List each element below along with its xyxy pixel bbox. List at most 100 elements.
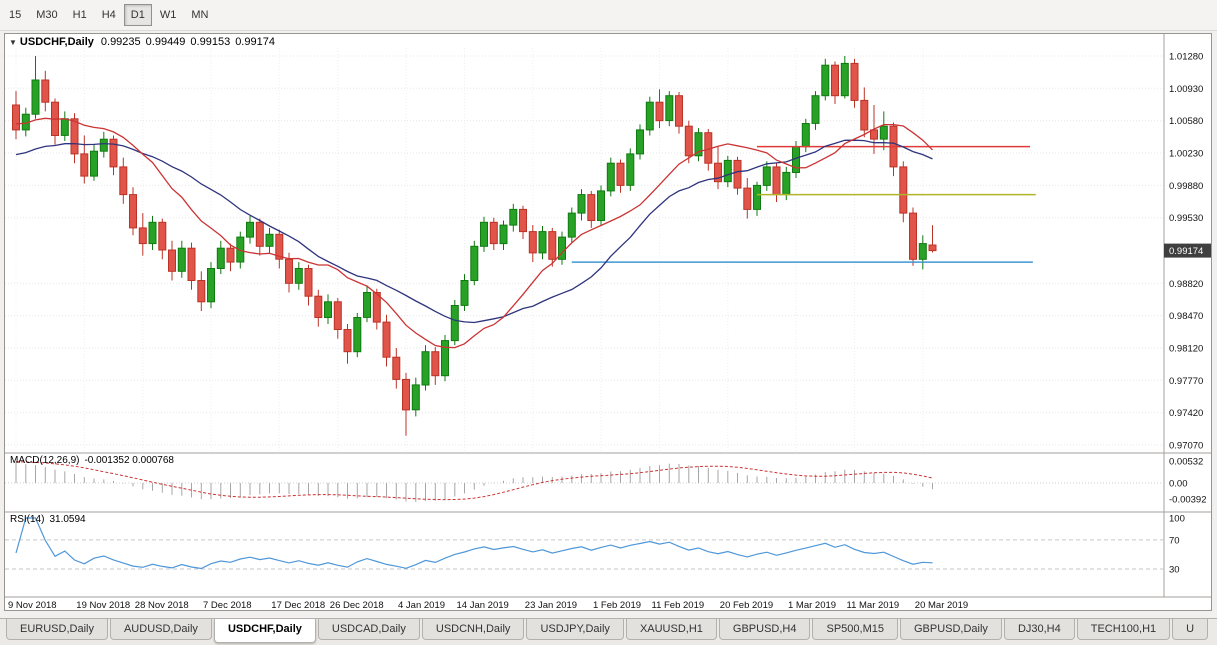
candle-body xyxy=(265,233,274,247)
symbol-period-label: USDCHF,Daily xyxy=(19,36,94,48)
svg-text:0.00: 0.00 xyxy=(1169,479,1188,490)
chart-collapse-icon[interactable]: ▼ xyxy=(9,38,17,47)
candle-body xyxy=(246,221,254,238)
candle-body xyxy=(606,162,615,192)
horizontal-lines[interactable] xyxy=(571,145,1036,263)
timeframe-button-w1[interactable]: W1 xyxy=(159,9,177,21)
macd-name: MACD(12,26,9) xyxy=(10,455,80,466)
candle-body xyxy=(411,384,420,411)
chart-tab-gbpusd-h4[interactable]: GBPUSD,H4 xyxy=(718,619,811,640)
rsi-pane: 100 70 30 xyxy=(5,514,1185,576)
candle-body xyxy=(733,159,742,189)
chart-tab-usdcnh-daily[interactable]: USDCNH,Daily xyxy=(421,619,525,640)
chart-tabs-bar: EURUSD,Daily AUDUSD,Daily USDCHF,Daily USDC… xyxy=(0,618,1217,645)
candle-body xyxy=(109,138,118,168)
macd-values: -0.001352 0.000768 xyxy=(84,455,174,466)
chart-tab-dj30-h4[interactable]: DJ30,H4 xyxy=(1003,619,1075,640)
svg-text:0.97420: 0.97420 xyxy=(1169,408,1203,419)
candle-body xyxy=(840,62,849,97)
candle-body xyxy=(899,166,908,214)
candle-body xyxy=(31,79,40,115)
svg-text:26 Dec 2018: 26 Dec 2018 xyxy=(330,600,384,610)
time-axis[interactable] xyxy=(5,596,1164,610)
svg-text:-0.00392: -0.00392 xyxy=(1169,495,1207,506)
candle-body xyxy=(12,104,20,131)
svg-text:0.97770: 0.97770 xyxy=(1169,376,1203,387)
candle-body xyxy=(714,162,722,183)
svg-text:20 Mar 2019: 20 Mar 2019 xyxy=(915,600,968,610)
svg-text:0.00532: 0.00532 xyxy=(1169,457,1203,468)
candle-body xyxy=(275,233,284,260)
svg-text:1 Mar 2019: 1 Mar 2019 xyxy=(788,600,836,610)
candle-body xyxy=(684,125,693,157)
candle-body xyxy=(870,129,878,140)
price-axis-labels: 1.01280 1.00930 1.00580 1.00230 0.99880 0.995… xyxy=(1169,52,1203,452)
rsi-pane-splitter[interactable] xyxy=(5,510,1164,513)
rsi-value: 31.0594 xyxy=(49,514,86,525)
candles xyxy=(12,56,937,436)
candle-body xyxy=(372,292,381,323)
candle-body xyxy=(587,194,596,222)
candle-body xyxy=(499,224,508,245)
macd-pane-splitter[interactable] xyxy=(5,451,1164,454)
candle-body xyxy=(548,231,557,260)
chart-tab-eurusd-daily[interactable]: EURUSD,Daily xyxy=(6,619,108,640)
chart-tab-gbpusd-daily[interactable]: GBPUSD,Daily xyxy=(899,619,1002,640)
chart-tab-usdcad-daily[interactable]: USDCAD,Daily xyxy=(317,619,420,640)
chart-tab-usdchf-daily[interactable]: USDCHF,Daily xyxy=(213,619,316,643)
svg-text:4 Jan 2019: 4 Jan 2019 xyxy=(398,600,445,610)
timeframe-button-mn[interactable]: MN xyxy=(191,9,209,21)
candle-body xyxy=(421,351,430,386)
svg-text:20 Feb 2019: 20 Feb 2019 xyxy=(720,600,773,610)
svg-text:70: 70 xyxy=(1169,535,1180,546)
candle-body xyxy=(41,79,50,103)
candle-body xyxy=(207,268,215,303)
svg-text:0.98820: 0.98820 xyxy=(1169,279,1203,290)
candle-body xyxy=(324,301,332,318)
chart-tab-u[interactable]: U xyxy=(1172,619,1209,640)
candle-body xyxy=(226,247,235,263)
timeframe-toolbar: 15 M30 H1 H4 D1 W1 MN xyxy=(0,0,1217,31)
candle-body xyxy=(480,221,488,247)
candle-body xyxy=(285,258,293,284)
ma-fast-line xyxy=(15,117,933,349)
rsi-name: RSI(14) xyxy=(10,514,45,525)
candle-body xyxy=(90,150,98,177)
candle-body xyxy=(294,268,303,284)
candle-body xyxy=(402,378,410,411)
chart-tab-xauusd-h1[interactable]: XAUUSD,H1 xyxy=(625,619,717,640)
timeframe-button-h1[interactable]: H1 xyxy=(72,9,87,21)
chart-tab-tech100-h1[interactable]: TECH100,H1 xyxy=(1076,619,1171,640)
timeframe-button-15[interactable]: 15 xyxy=(9,9,22,21)
timeframe-button-h4[interactable]: H4 xyxy=(101,9,116,21)
date-axis-labels: 9 Nov 2018 19 Nov 2018 28 Nov 2018 7 Dec 20… xyxy=(8,600,968,610)
candle-body xyxy=(645,101,654,131)
candle-body xyxy=(694,132,703,157)
candle-body xyxy=(753,184,761,210)
svg-text:0.97070: 0.97070 xyxy=(1169,441,1203,452)
candle-body xyxy=(626,153,635,186)
chart-tab-audusd-daily[interactable]: AUDUSD,Daily xyxy=(109,619,212,640)
svg-text:7 Dec 2018: 7 Dec 2018 xyxy=(203,600,252,610)
candle-body xyxy=(255,221,264,247)
chart-tab-sp500-m15[interactable]: SP500,M15 xyxy=(812,619,898,640)
candle-body xyxy=(918,243,927,260)
candle-body xyxy=(860,99,869,131)
candle-body xyxy=(343,329,352,353)
candle-body xyxy=(353,317,362,353)
chart-tab-usdjpy-daily[interactable]: USDJPY,Daily xyxy=(526,619,624,640)
chart-canvas[interactable]: 1.01280 1.00930 1.00580 1.00230 0.99880 0.995… xyxy=(5,34,1211,610)
moving-averages xyxy=(15,117,933,349)
candle-body xyxy=(470,245,479,282)
timeframe-button-m30[interactable]: M30 xyxy=(36,9,58,21)
candle-body xyxy=(879,125,888,140)
timeframe-button-d1[interactable]: D1 xyxy=(123,4,152,26)
candle-body xyxy=(431,351,440,377)
candle-body xyxy=(528,231,537,254)
candle-body xyxy=(928,244,937,252)
macd-signal-line xyxy=(15,461,933,501)
price-axis[interactable] xyxy=(1165,34,1211,597)
candle-body xyxy=(333,301,342,330)
candle-body xyxy=(675,95,683,127)
